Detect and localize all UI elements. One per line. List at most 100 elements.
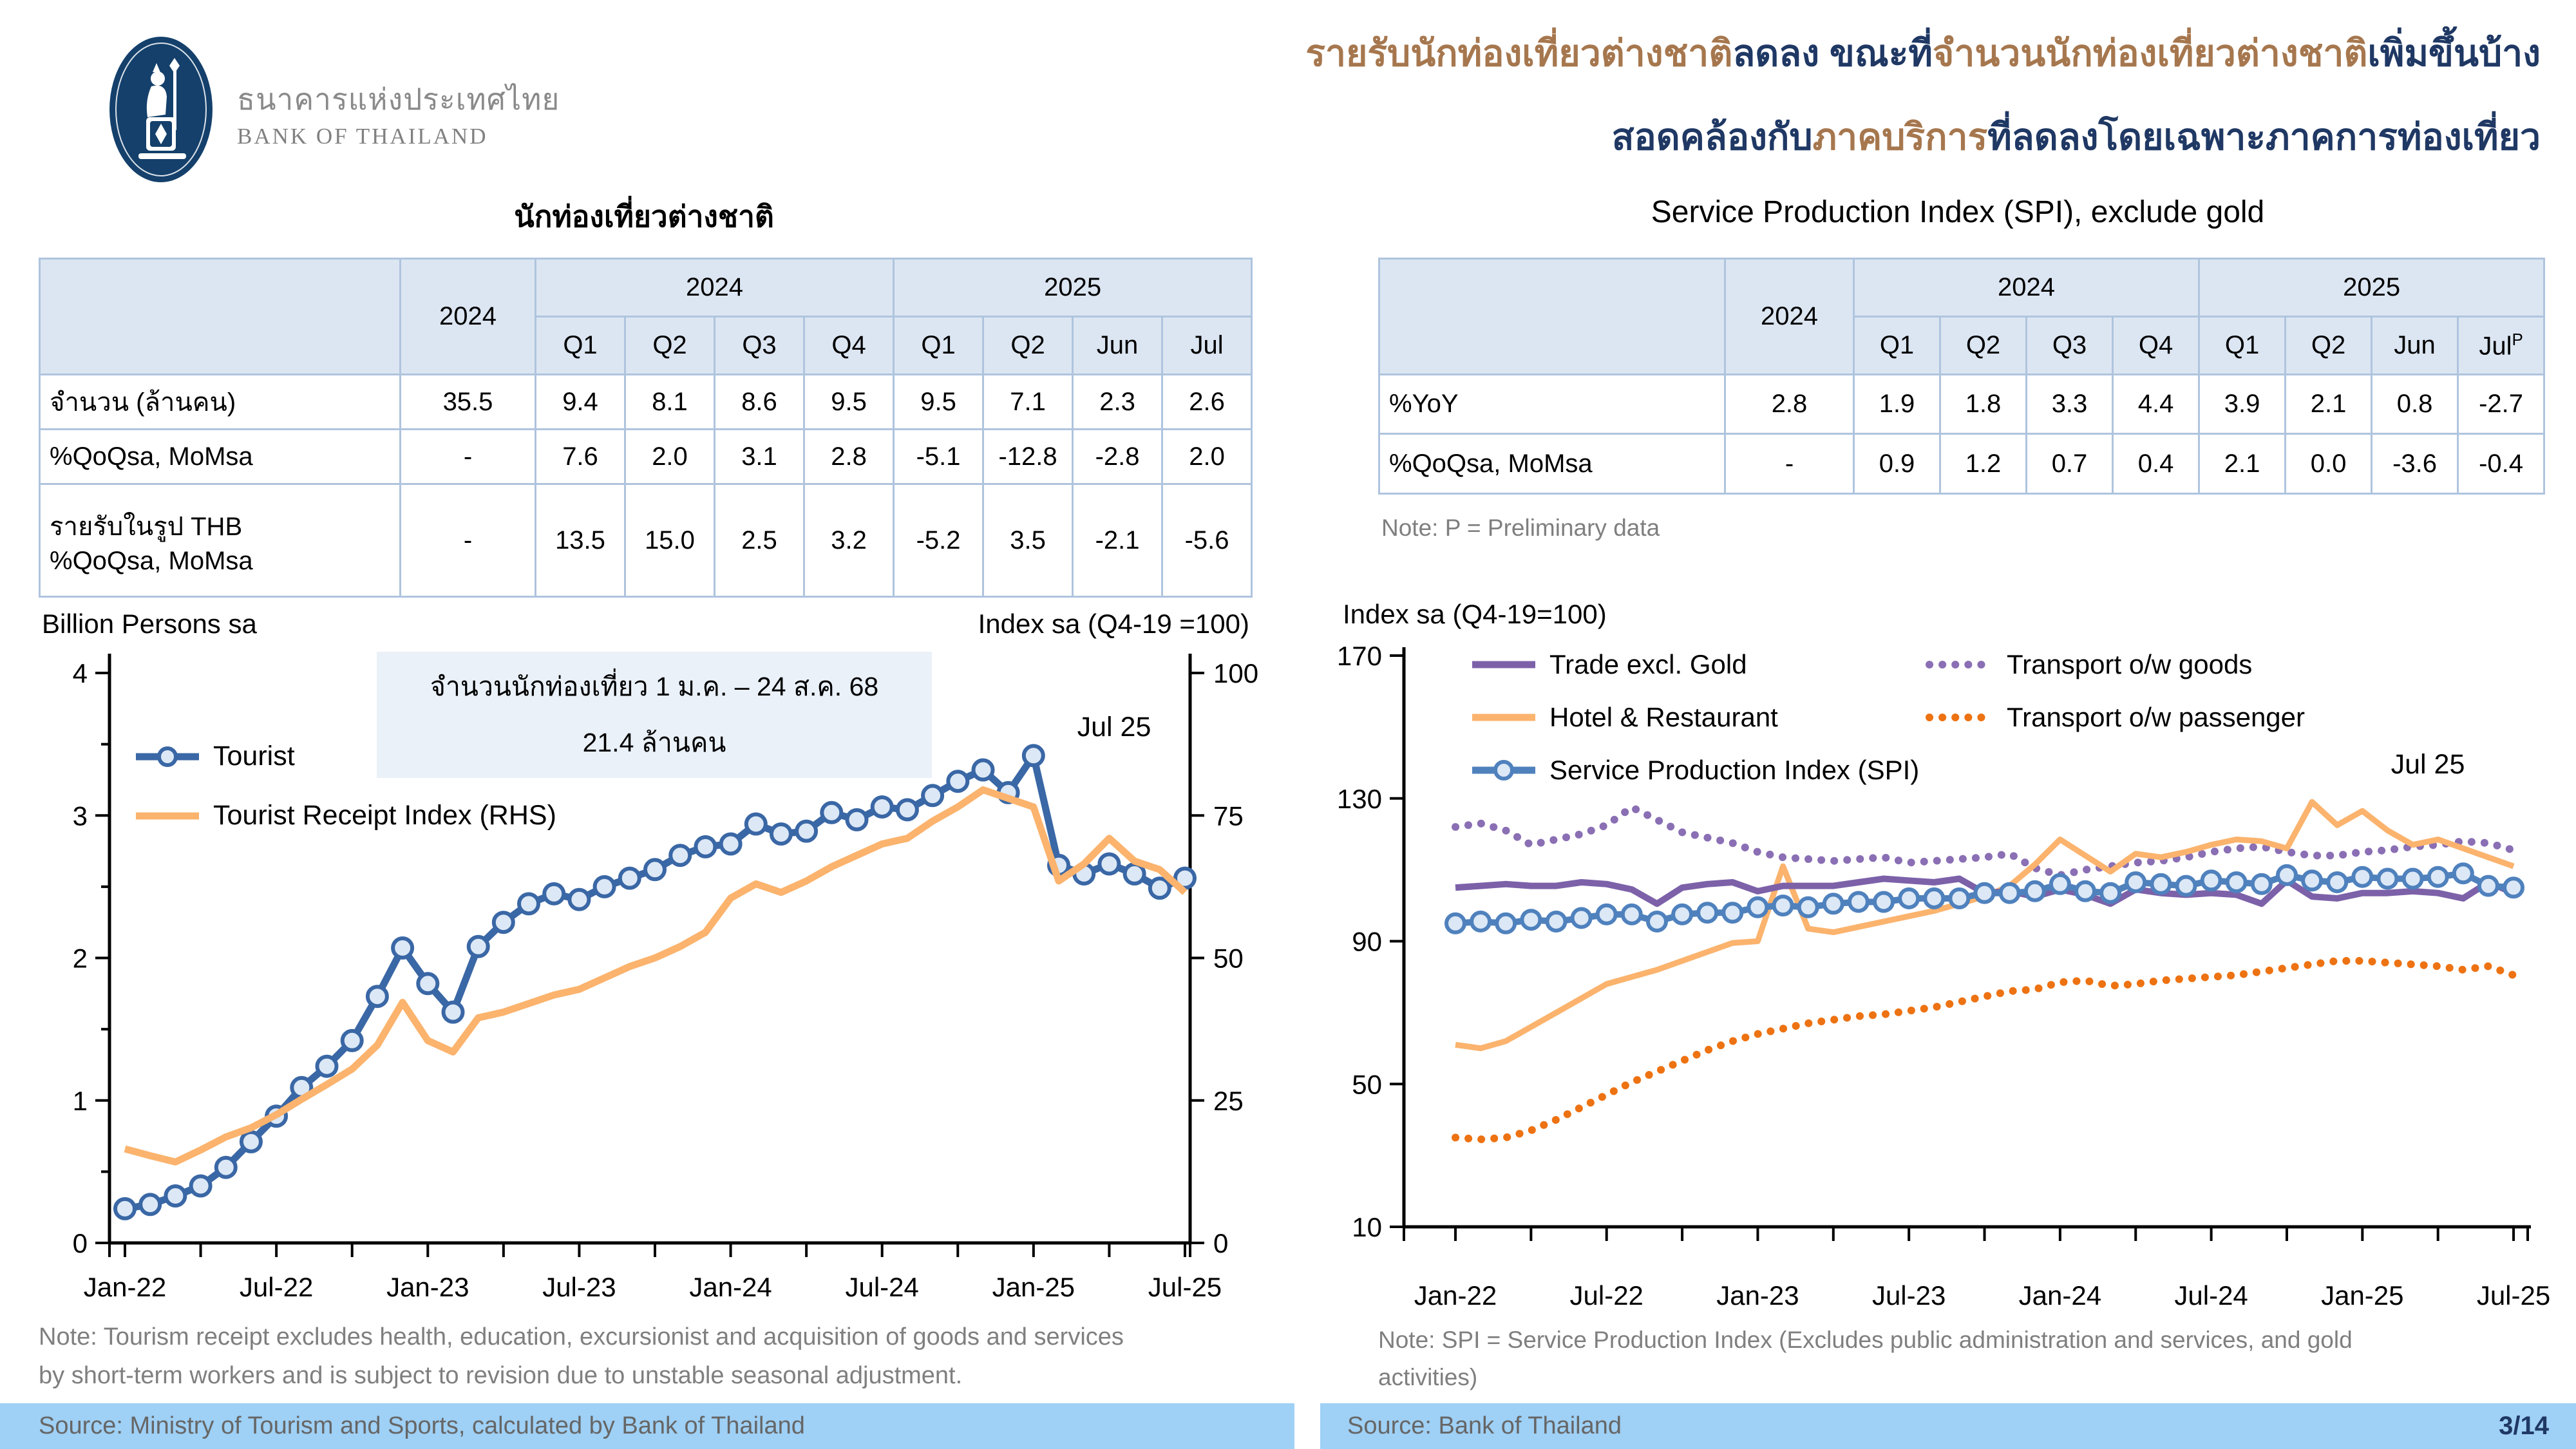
table-cell: -2.1 <box>1072 483 1164 598</box>
headline-seg: ภาคบริการ <box>1812 117 1988 158</box>
table-cell: JulP <box>2457 316 2546 375</box>
right-section-title: Service Production Index (SPI), exclude … <box>1651 195 2265 229</box>
annotation-line2: 21.4 ล้านคน <box>582 728 726 757</box>
transport-goods-dots-icon <box>1926 661 1996 668</box>
group-header-2025: 2025 <box>2198 258 2546 317</box>
svg-text:Jul-24: Jul-24 <box>2174 1280 2248 1311</box>
svg-text:Jan-25: Jan-25 <box>2321 1280 2403 1311</box>
svg-text:Jul-25: Jul-25 <box>2477 1280 2550 1311</box>
table-cell: 3.5 <box>982 483 1074 598</box>
quarter-header-row: Q1 Q2 Q3 Q4 Q1 Q2 Jun JulP <box>1379 316 2546 375</box>
table-cell: 1.2 <box>1939 433 2027 495</box>
svg-text:Jul-22: Jul-22 <box>1570 1280 1643 1311</box>
table-cell: 0.9 <box>1853 433 1941 495</box>
svg-text:3: 3 <box>73 800 88 831</box>
svg-text:Jul-25: Jul-25 <box>1148 1272 1222 1302</box>
table-cell: 0.0 <box>2284 433 2373 495</box>
table-cell: Q2 <box>624 316 715 375</box>
headline-line1: รายรับนักท่องเที่ยวต่างชาติลดลง ขณะที่จำ… <box>1305 24 2541 83</box>
headline-seg: สอดคล้องกับ <box>1611 117 1813 158</box>
row-label: %YoY <box>1378 374 1726 435</box>
table-cell: Q3 <box>714 316 805 375</box>
table-cell: 15.0 <box>624 483 715 598</box>
svg-text:50: 50 <box>1352 1069 1382 1099</box>
table-cell: Jul <box>1161 316 1253 375</box>
preliminary-note: Note: P = Preliminary data <box>1381 515 1660 541</box>
year-col-header: 2024 <box>399 258 536 375</box>
legend-spi: Service Production Index (SPI) <box>1468 755 1919 786</box>
table-cell: 8.6 <box>714 374 805 430</box>
table-cell: 35.5 <box>399 374 536 430</box>
table-cell: 2.5 <box>714 483 805 598</box>
legend-receipt: Tourist Receipt Index (RHS) <box>132 800 556 831</box>
annotation-line1: จำนวนนักท่องเที่ยว 1 ม.ค. – 24 ส.ค. 68 <box>430 672 879 701</box>
table-cell: -12.8 <box>982 428 1074 485</box>
svg-text:0: 0 <box>73 1228 88 1258</box>
right-note: Note: SPI = Service Production Index (Ex… <box>1378 1327 2353 1390</box>
headline-seg: รายรับนักท่องเที่ยวต่างชาติ <box>1305 33 1733 74</box>
table-cell: 2.3 <box>1072 374 1164 430</box>
table-cell: -0.4 <box>2457 433 2546 495</box>
svg-text:50: 50 <box>1213 943 1244 974</box>
svg-text:2: 2 <box>73 943 88 974</box>
table-cell: 8.1 <box>624 374 715 430</box>
table-cell: 9.5 <box>893 374 985 430</box>
left-chart-yaxis-caption: Billion Persons sa <box>42 609 257 639</box>
table-cell: Q4 <box>2111 316 2201 375</box>
table-cell: Q2 <box>982 316 1074 375</box>
table-cell: Q1 <box>893 316 985 375</box>
legend-tourist: Tourist <box>132 741 295 772</box>
receipt-line-icon <box>136 812 199 819</box>
row-label: จำนวน (ล้านคน) <box>39 374 401 430</box>
table-cell: 0.4 <box>2111 433 2201 495</box>
table-cell: 2.0 <box>624 428 715 485</box>
legend-transport-goods: Transport o/w goods <box>1926 649 2252 680</box>
svg-text:Jul-22: Jul-22 <box>240 1272 313 1302</box>
right-source-band: Source: Bank of Thailand 3/14 <box>1320 1403 2576 1449</box>
table-cell: 7.6 <box>535 428 626 485</box>
table-cell: 2.1 <box>2284 374 2373 435</box>
left-source: Source: Ministry of Tourism and Sports, … <box>39 1412 805 1439</box>
table-cell: -3.6 <box>2371 433 2459 495</box>
headline-seg: จำนวนนักท่องเที่ยวต่างชาติ <box>1932 33 2368 74</box>
table-cell: 3.9 <box>2198 374 2287 435</box>
row-label: %QoQsa, MoMsa <box>1378 433 1726 495</box>
table-cell: 3.3 <box>2025 374 2114 435</box>
svg-text:Jan-24: Jan-24 <box>2019 1280 2101 1311</box>
legend-label: Service Production Index (SPI) <box>1549 755 1920 785</box>
spi-table: 2024 2024 2025 Q1 Q2 Q3 Q4 Q1 Q2 Jun JulP %YoY 2… <box>1378 258 2546 495</box>
bot-logo <box>106 32 216 187</box>
table-cell: Jun <box>1072 316 1164 375</box>
legend-label: Hotel & Restaurant <box>1549 702 1778 732</box>
tourist-annotation-box: จำนวนนักท่องเที่ยว 1 ม.ค. – 24 ส.ค. 68 2… <box>377 652 932 778</box>
table-cell: 7.1 <box>982 374 1074 430</box>
table-cell: Jun <box>2371 316 2459 375</box>
table-cell: - <box>399 483 536 598</box>
svg-text:0: 0 <box>1213 1228 1228 1258</box>
table-cell: - <box>1724 433 1855 495</box>
trade-line-icon <box>1472 661 1535 668</box>
table-cell: 2.8 <box>802 428 895 485</box>
headline-line2: สอดคล้องกับภาคบริการที่ลดลงโดยเฉพาะภาคกา… <box>1612 108 2541 167</box>
svg-text:90: 90 <box>1352 927 1382 957</box>
table-cell: 9.5 <box>802 374 895 430</box>
left-chart-rhs-caption: Index sa (Q4-19 =100) <box>978 609 1249 639</box>
table-cell: 1.9 <box>1853 374 1941 435</box>
table-cell: Q1 <box>1853 316 1941 375</box>
svg-text:Jul-23: Jul-23 <box>1872 1280 1946 1311</box>
table-cell: - <box>399 428 536 485</box>
table-cell: Q2 <box>2284 316 2373 375</box>
svg-text:Jan-23: Jan-23 <box>386 1272 469 1302</box>
table-cell: 2.1 <box>2198 433 2287 495</box>
svg-text:4: 4 <box>73 658 88 688</box>
table-row: %QoQsa, MoMsa -7.6 2.0 3.1 2.8 -5.1 -12.8 -2.8 2… <box>39 428 1253 485</box>
legend-transport-passenger: Transport o/w passenger <box>1926 702 2305 733</box>
bot-emblem-icon <box>109 37 213 182</box>
table-cell: -5.1 <box>893 428 985 485</box>
left-note: Note: Tourism receipt excludes health, e… <box>39 1323 1124 1389</box>
svg-text:Jan-25: Jan-25 <box>992 1272 1075 1302</box>
table-cell: -5.6 <box>1161 483 1253 598</box>
table-corner-cell <box>1378 258 1726 375</box>
hotel-line-icon <box>1472 714 1535 721</box>
legend-trade: Trade excl. Gold <box>1468 649 1747 680</box>
